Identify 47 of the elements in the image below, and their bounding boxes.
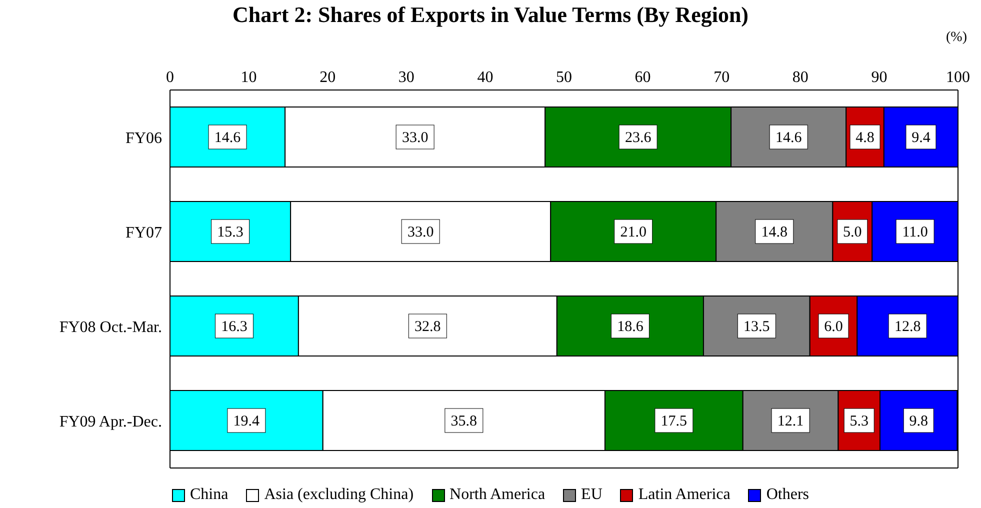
data-label: 5.3 (850, 414, 868, 430)
x-tick-label: 90 (871, 69, 888, 86)
legend-label: Others (766, 486, 809, 504)
data-label: 33.0 (407, 224, 434, 241)
data-label: 15.3 (217, 224, 244, 241)
text: (%) (946, 30, 967, 46)
x-tick-label: 10 (240, 69, 257, 86)
data-label: 19.4 (233, 414, 260, 430)
x-tick-label: 100 (946, 69, 970, 86)
legend-label: EU (581, 486, 602, 504)
data-label: 14.6 (214, 130, 242, 146)
x-tick-label: 60 (634, 69, 651, 86)
data-label: 35.8 (450, 414, 478, 430)
y-tick-label: FY08 Oct.-Mar. (59, 318, 162, 336)
data-label: 12.8 (894, 319, 921, 336)
y-tick-label: FY09 Apr.-Dec. (59, 413, 162, 430)
data-label: 13.5 (744, 319, 770, 336)
chart-title: Chart 2: Shares of Exports in Value Terms (By Region) (231, 2, 750, 28)
x-tick-label: 80 (792, 69, 808, 86)
data-label: 9.8 (909, 414, 928, 430)
legend-label: Asia (excluding China) (264, 486, 414, 504)
data-label: 23.6 (624, 130, 652, 146)
legend-label: Latin America (638, 486, 730, 504)
data-label: 12.1 (777, 414, 804, 430)
y-tick-label: FY06 (126, 130, 162, 147)
data-label: 11.0 (902, 224, 928, 241)
data-label: 21.0 (620, 224, 646, 241)
data-label: 33.0 (402, 130, 428, 146)
data-label: 32.8 (414, 319, 441, 336)
data-label: 9.4 (912, 130, 931, 146)
data-label: 18.6 (617, 319, 644, 336)
x-tick-label: 30 (398, 69, 414, 86)
x-tick-label: 70 (714, 69, 730, 86)
x-tick-label: 0 (166, 69, 174, 86)
data-label: 6.0 (824, 319, 843, 336)
x-tick-label: 40 (477, 69, 494, 86)
data-label: 14.8 (761, 224, 788, 241)
data-label: 17.5 (660, 414, 688, 430)
x-tick-label: 50 (556, 69, 572, 86)
data-label: 16.3 (221, 319, 248, 336)
data-label: 5.0 (843, 224, 862, 241)
y-tick-label: FY07 (126, 224, 162, 242)
x-tick-label: 20 (320, 69, 336, 86)
data-label: 4.8 (856, 130, 874, 146)
legend-label: North America (450, 486, 546, 504)
legend-label: China (190, 486, 228, 504)
data-label: 14.6 (775, 130, 802, 146)
